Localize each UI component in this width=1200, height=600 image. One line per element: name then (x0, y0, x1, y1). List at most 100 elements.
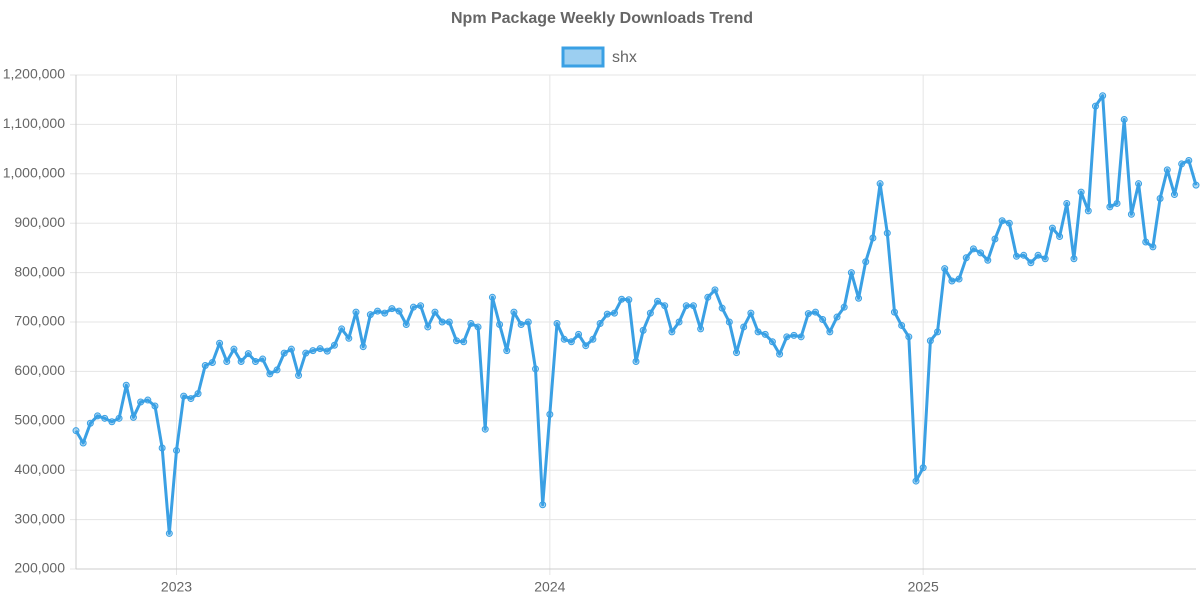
data-point (618, 295, 626, 303)
data-point (596, 319, 604, 327)
data-point (151, 402, 159, 410)
data-point (1077, 188, 1085, 196)
data-point (661, 302, 669, 310)
data-point (474, 323, 482, 331)
data-point (1127, 210, 1135, 218)
data-point (697, 325, 705, 333)
y-tick-label: 1,100,000 (3, 115, 65, 131)
data-point (359, 343, 367, 351)
data-point (1178, 160, 1186, 168)
data-point (137, 398, 145, 406)
data-point (761, 330, 769, 338)
data-point (819, 316, 827, 324)
data-point (201, 361, 209, 369)
data-point (704, 293, 712, 301)
data-point (811, 308, 819, 316)
data-point (668, 328, 676, 336)
data-point (129, 413, 137, 421)
data-point (682, 302, 690, 310)
data-point (173, 446, 181, 454)
data-point (330, 341, 338, 349)
data-point (287, 345, 295, 353)
data-point (280, 349, 288, 357)
data-point (869, 234, 877, 242)
y-tick-label: 300,000 (14, 510, 65, 526)
data-point (453, 337, 461, 345)
data-point (402, 320, 410, 328)
x-tick-label: 2023 (161, 579, 192, 595)
data-point (531, 365, 539, 373)
data-point (1013, 252, 1021, 260)
data-point (438, 318, 446, 326)
data-point (711, 286, 719, 294)
data-point (395, 307, 403, 315)
data-point (230, 345, 238, 353)
data-point (783, 333, 791, 341)
data-point (740, 323, 748, 331)
data-point (905, 333, 913, 341)
y-tick-label: 200,000 (14, 560, 65, 576)
data-point (768, 338, 776, 346)
data-point (517, 320, 525, 328)
data-point (1005, 219, 1013, 227)
data-point (603, 310, 611, 318)
data-point (1091, 102, 1099, 110)
data-point (352, 308, 360, 316)
data-point (553, 319, 561, 327)
data-point (934, 328, 942, 336)
data-point (610, 309, 618, 317)
data-point (890, 308, 898, 316)
y-tick-label: 1,000,000 (3, 165, 65, 181)
data-point (115, 414, 123, 422)
data-point (244, 350, 252, 358)
data-point (1099, 92, 1107, 100)
data-point (733, 349, 741, 357)
data-point (776, 350, 784, 358)
y-tick-label: 800,000 (14, 263, 65, 279)
data-point (546, 410, 554, 418)
data-point (919, 464, 927, 472)
data-point (984, 256, 992, 264)
data-point (108, 418, 116, 426)
data-point (158, 444, 166, 452)
data-point (309, 347, 317, 355)
data-point (1048, 224, 1056, 232)
data-point (86, 419, 94, 427)
data-point (409, 303, 417, 311)
data-point (575, 330, 583, 338)
legend-label[interactable]: shx (612, 49, 637, 66)
data-point (481, 425, 489, 433)
data-point (560, 335, 568, 343)
data-point (338, 325, 346, 333)
legend-swatch[interactable] (561, 46, 605, 68)
data-point (969, 245, 977, 253)
data-point (417, 302, 425, 310)
data-point (445, 318, 453, 326)
data-point (295, 371, 303, 379)
data-point (689, 302, 697, 310)
data-point (237, 358, 245, 366)
data-point (941, 265, 949, 273)
data-point (467, 319, 475, 327)
data-point (101, 414, 109, 422)
data-point (747, 309, 755, 317)
data-point (302, 349, 310, 357)
data-point (72, 427, 80, 435)
data-point (804, 310, 812, 318)
data-point (833, 313, 841, 321)
data-point (1063, 199, 1071, 207)
data-point (424, 323, 432, 331)
data-point (883, 229, 891, 237)
y-tick-label: 500,000 (14, 412, 65, 428)
chart-title: Npm Package Weekly Downloads Trend (451, 10, 753, 27)
data-point (1041, 255, 1049, 263)
data-point (323, 347, 331, 355)
data-point (194, 390, 202, 398)
data-point (251, 358, 259, 366)
data-point (962, 254, 970, 262)
data-point (1027, 259, 1035, 267)
data-point (998, 217, 1006, 225)
data-point (165, 529, 173, 537)
data-point (991, 235, 999, 243)
data-point (266, 370, 274, 378)
